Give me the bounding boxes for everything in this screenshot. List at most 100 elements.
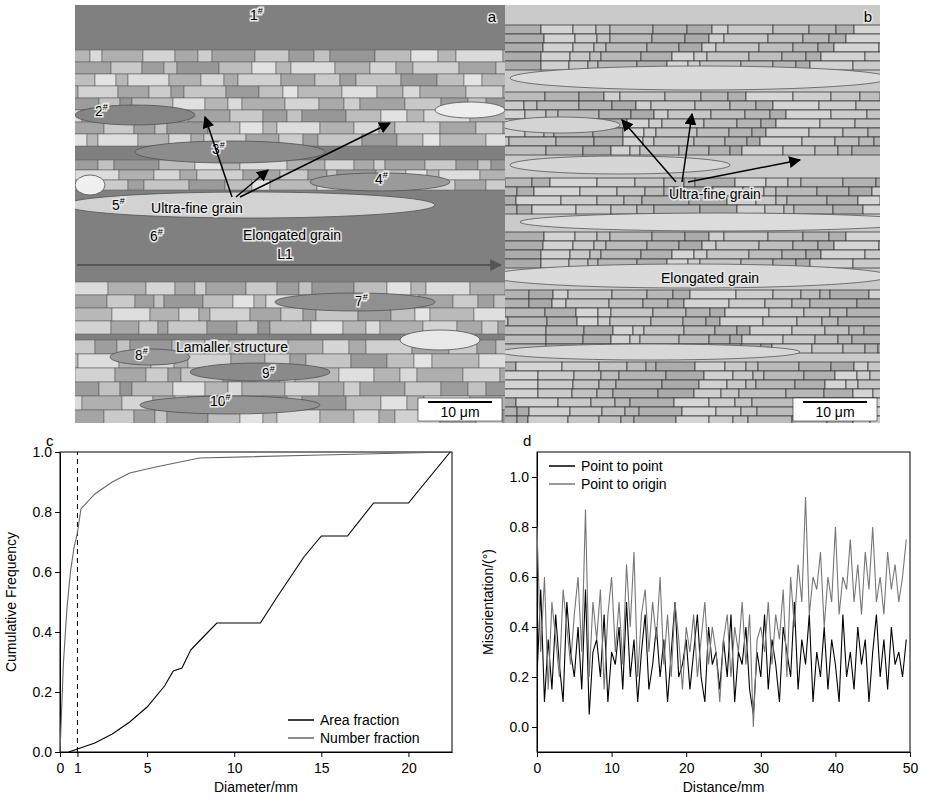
grain-cell — [634, 416, 676, 423]
grain-cell — [853, 259, 880, 268]
grain-cell — [528, 416, 568, 423]
grain-cell — [857, 299, 880, 308]
grain-cell — [822, 317, 838, 326]
annotation: Ultra-fine grain — [669, 186, 761, 202]
grain-cell — [210, 308, 250, 321]
grain-cell — [203, 295, 233, 308]
grain-cell — [662, 380, 699, 389]
grain-cell — [505, 362, 516, 371]
grain-cell — [197, 170, 243, 180]
grain-cell — [505, 371, 538, 380]
grain-cell — [854, 362, 868, 371]
grain-cell — [401, 74, 437, 86]
grain-cell — [773, 290, 801, 299]
grain-cell — [189, 180, 225, 190]
annotation: 4# — [375, 170, 388, 187]
grain-cell — [598, 308, 611, 317]
grain-cell — [538, 371, 574, 380]
grain-cell — [478, 295, 494, 308]
grain-cell — [748, 416, 792, 423]
grain-cell — [505, 380, 538, 389]
grain-cell — [573, 25, 596, 34]
grain-cell — [597, 34, 610, 43]
grain-cell — [379, 410, 395, 423]
grain-cell — [516, 398, 558, 407]
grain-cell — [505, 317, 508, 326]
grain-cell — [505, 110, 525, 119]
grain-cell — [758, 362, 799, 371]
grain-cell — [597, 232, 610, 241]
grain-cell — [709, 416, 733, 423]
grain-cell — [749, 250, 782, 259]
grain-cell — [817, 187, 849, 196]
grain-band — [190, 363, 330, 381]
grain-cell — [597, 389, 613, 398]
grain-cell — [846, 380, 858, 389]
grain-cell — [320, 122, 354, 134]
arrow — [240, 123, 390, 197]
grain-cell — [175, 50, 198, 62]
grain-cell — [360, 98, 405, 110]
grain-cell — [546, 335, 583, 344]
grain-cell — [652, 34, 685, 43]
x-axis: 01020304050 — [534, 752, 919, 776]
legend-swatch — [288, 719, 314, 721]
grain-cell — [486, 134, 505, 146]
grain-cell — [505, 398, 516, 407]
grain-cell — [463, 368, 500, 382]
grain-cell — [818, 241, 834, 250]
y-tick-mark — [532, 727, 537, 728]
grain-cell — [75, 134, 87, 146]
grain-cell — [199, 308, 210, 321]
grain-cell — [590, 52, 601, 61]
grain-cell — [611, 205, 637, 214]
grain-cell — [646, 362, 656, 371]
grain-cell — [579, 92, 604, 101]
x-tick: 5 — [144, 752, 152, 776]
grain-cell — [611, 335, 630, 344]
grain-cell — [544, 34, 575, 43]
grain-cell — [98, 134, 138, 146]
grain-cell — [426, 282, 470, 295]
grain-cell — [75, 410, 104, 423]
grain-cell — [792, 326, 825, 335]
grain-cell — [128, 74, 169, 86]
grain-cell — [679, 43, 702, 52]
grain-cell — [108, 282, 146, 295]
plot-area — [60, 452, 450, 752]
grain-cell — [654, 205, 700, 214]
grain-cell — [594, 137, 623, 146]
grain-cell — [720, 317, 763, 326]
grain-cell — [154, 170, 180, 180]
grain-cell — [704, 371, 733, 380]
grain-cell — [120, 382, 132, 396]
grain-cell — [456, 50, 503, 62]
grain-cell — [150, 308, 179, 321]
grain-cell — [505, 232, 544, 241]
grain-cell — [761, 119, 776, 128]
grain-band — [135, 141, 325, 163]
grain-cell — [505, 101, 524, 110]
grain-cell — [834, 241, 879, 250]
grain-cell — [242, 382, 285, 396]
annotation: 10# — [210, 392, 231, 409]
grain-cell — [679, 241, 702, 250]
grain-cell — [566, 299, 609, 308]
arrow — [688, 160, 800, 182]
grain-cell — [865, 52, 880, 61]
grain-cell — [746, 92, 793, 101]
grain-cell — [508, 317, 547, 326]
y-tick-label: 0.0 — [33, 744, 53, 760]
grain-cell — [164, 295, 203, 308]
grain-cell — [281, 308, 303, 321]
grain-cell — [90, 50, 102, 62]
grain-cell — [171, 86, 184, 98]
grain-cell — [299, 282, 312, 295]
grain-cell — [742, 146, 783, 155]
y-tick-label: 0.8 — [510, 519, 530, 535]
grain-band — [275, 293, 435, 311]
y-tick: 1.0 — [510, 469, 537, 485]
grain-cell — [75, 74, 95, 86]
grain-cell — [438, 50, 456, 62]
grain-cell — [853, 61, 880, 70]
